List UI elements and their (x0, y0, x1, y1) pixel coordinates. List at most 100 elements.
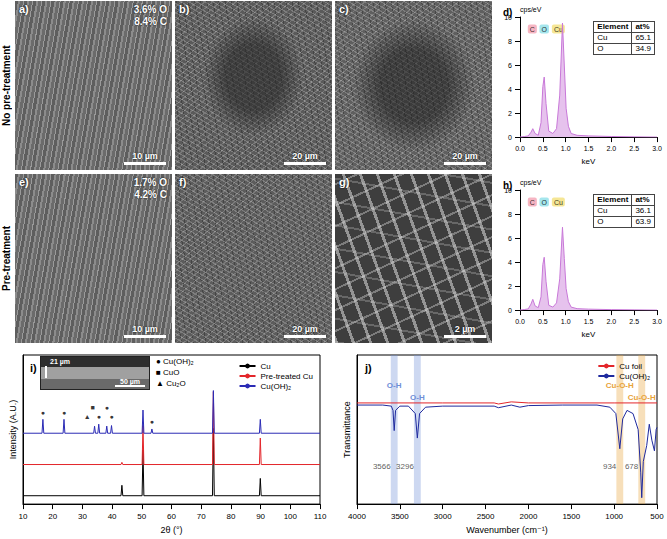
svg-text:30: 30 (78, 512, 87, 521)
svg-text:Cu-O-H: Cu-O-H (628, 393, 656, 402)
svg-text:3.0: 3.0 (652, 318, 662, 325)
html-text:20 µm: 20 µm (292, 151, 318, 161)
svg-text:j): j) (364, 362, 372, 374)
svg-text:8: 8 (508, 38, 512, 45)
svg-text:C: C (530, 26, 535, 33)
svg-text:2000: 2000 (520, 512, 538, 521)
svg-text:1.5: 1.5 (584, 318, 594, 325)
svg-text:Pre-treated Cu: Pre-treated Cu (261, 372, 313, 381)
svg-text:0: 0 (508, 307, 512, 314)
svg-text:▲ Cu₂O: ▲ Cu₂O (156, 379, 186, 388)
svg-text:Intensity (A.U.): Intensity (A.U.) (8, 400, 18, 460)
svg-text:10: 10 (19, 512, 28, 521)
svg-text:3500: 3500 (391, 512, 409, 521)
svg-text:2: 2 (508, 110, 512, 117)
svg-text:cps/eV: cps/eV (520, 179, 542, 187)
svg-text:2θ (°): 2θ (°) (160, 525, 182, 535)
svg-text:●: ● (105, 404, 109, 411)
svg-text:2.5: 2.5 (629, 145, 639, 152)
svg-text:6: 6 (508, 62, 512, 69)
svg-text:0.5: 0.5 (538, 318, 548, 325)
svg-text:90: 90 (256, 512, 265, 521)
svg-text:h): h) (503, 180, 512, 191)
svg-text:0.0: 0.0 (515, 145, 525, 152)
html-text:b): b) (179, 3, 190, 15)
html-text:Pre-treatment: Pre-treatment (1, 226, 12, 291)
svg-text:1.0: 1.0 (561, 318, 571, 325)
svg-text:110: 110 (314, 512, 327, 521)
svg-text:0: 0 (508, 134, 512, 141)
svg-text:keV: keV (582, 330, 596, 339)
svg-text:20: 20 (48, 512, 57, 521)
svg-text:2.0: 2.0 (606, 318, 616, 325)
svg-text:C: C (530, 199, 535, 206)
html-text:a): a) (19, 3, 29, 15)
svg-text:40: 40 (108, 512, 117, 521)
svg-text:100: 100 (284, 512, 298, 521)
svg-text:50: 50 (137, 512, 146, 521)
svg-text:Cu-O-H: Cu-O-H (606, 381, 634, 390)
svg-text:Transmittance: Transmittance (342, 401, 352, 458)
svg-text:2500: 2500 (477, 512, 495, 521)
svg-text:4: 4 (508, 259, 512, 266)
html-text:No pre-treatment: No pre-treatment (1, 45, 12, 126)
html-text:10 µm: 10 µm (132, 151, 158, 161)
svg-text:934: 934 (603, 462, 617, 471)
svg-text:Cu: Cu (261, 362, 271, 371)
html-text:4.2% C: 4.2% C (134, 189, 167, 200)
svg-text:Cu(OH)₂: Cu(OH)₂ (619, 372, 650, 381)
svg-text:Cu: Cu (554, 199, 563, 206)
svg-text:■: ■ (90, 404, 94, 411)
svg-text:1000: 1000 (605, 512, 623, 521)
svg-text:O-H: O-H (387, 381, 402, 390)
svg-text:cps/eV: cps/eV (520, 6, 542, 14)
svg-text:3296: 3296 (396, 462, 414, 471)
svg-text:1.0: 1.0 (561, 145, 571, 152)
svg-text:2: 2 (508, 283, 512, 290)
svg-text:■ CuO: ■ CuO (156, 368, 180, 377)
svg-text:2.5: 2.5 (629, 318, 639, 325)
svg-text:4000: 4000 (348, 512, 366, 521)
svg-text:●: ● (97, 413, 101, 420)
svg-text:678: 678 (625, 462, 639, 471)
svg-text:i): i) (30, 362, 37, 374)
html-text:10 µm: 10 µm (132, 324, 158, 334)
html-text:c): c) (339, 3, 349, 15)
svg-text:● Cu(OH)₂: ● Cu(OH)₂ (156, 357, 194, 366)
html-text:8.4% C: 8.4% C (134, 16, 167, 27)
svg-text:d): d) (503, 7, 512, 18)
svg-text:Cu: Cu (554, 26, 563, 33)
html-text:3.6% O: 3.6% O (133, 4, 167, 15)
svg-text:keV: keV (582, 157, 596, 166)
svg-text:O: O (541, 26, 547, 33)
svg-text:Cu(OH)₂: Cu(OH)₂ (261, 382, 292, 391)
svg-text:80: 80 (226, 512, 235, 521)
svg-text:0.0: 0.0 (515, 318, 525, 325)
svg-text:●: ● (62, 409, 66, 416)
svg-text:Wavenumber (cm⁻¹): Wavenumber (cm⁻¹) (466, 525, 547, 535)
svg-text:3566: 3566 (373, 462, 391, 471)
svg-text:60: 60 (167, 512, 176, 521)
svg-text:1500: 1500 (562, 512, 580, 521)
svg-text:Cu foil: Cu foil (619, 362, 642, 371)
html-text:g): g) (339, 176, 350, 188)
svg-text:6: 6 (508, 235, 512, 242)
svg-text:2.0: 2.0 (606, 145, 616, 152)
svg-text:1.5: 1.5 (584, 145, 594, 152)
html-text:20 µm: 20 µm (452, 151, 478, 161)
svg-text:●: ● (150, 418, 154, 425)
svg-text:4: 4 (508, 86, 512, 93)
svg-text:●: ● (41, 409, 45, 416)
svg-text:O-H: O-H (410, 393, 425, 402)
html-text:e): e) (19, 176, 29, 188)
svg-text:3000: 3000 (434, 512, 452, 521)
svg-text:●: ● (109, 413, 113, 420)
svg-text:70: 70 (197, 512, 206, 521)
svg-text:3.0: 3.0 (652, 145, 662, 152)
svg-text:500: 500 (650, 512, 664, 521)
svg-text:0.5: 0.5 (538, 145, 548, 152)
svg-text:O: O (541, 199, 547, 206)
svg-text:▲: ▲ (84, 413, 91, 420)
html-text:1.7% O: 1.7% O (133, 177, 167, 188)
svg-text:8: 8 (508, 211, 512, 218)
